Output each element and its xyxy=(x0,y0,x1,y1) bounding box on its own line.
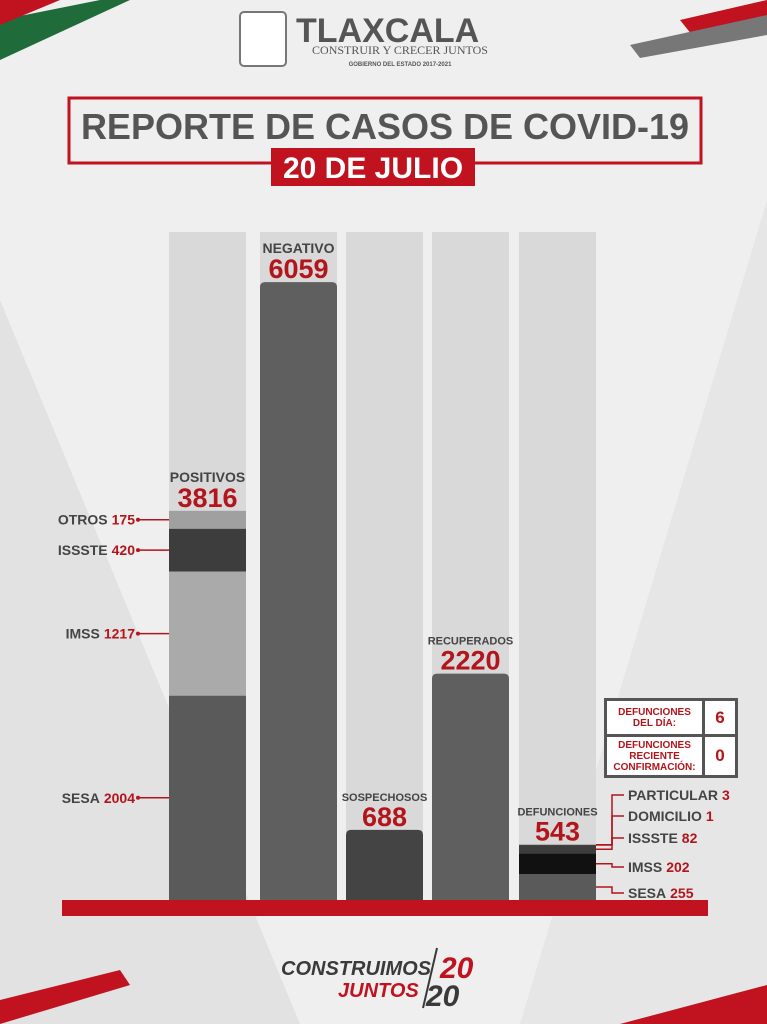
leader-line xyxy=(596,862,624,868)
bar-segment xyxy=(169,528,246,572)
segment-value: 255 xyxy=(670,885,694,901)
segment-value: 2004 xyxy=(104,790,135,806)
brand: TLAXCALA xyxy=(296,12,479,50)
segment-name: SESA xyxy=(62,790,100,806)
corner-stripe xyxy=(0,0,60,25)
title: REPORTE DE CASOS DE COVID-19 xyxy=(81,106,689,147)
footer-slash xyxy=(422,947,438,1009)
bar-name: DEFUNCIONES xyxy=(517,807,597,819)
bar-name: POSITIVOS xyxy=(170,469,245,485)
leader-line xyxy=(596,886,624,894)
baseline xyxy=(62,900,708,916)
footer-year-top: 20 xyxy=(439,952,474,985)
segment-name: SESA xyxy=(628,885,666,901)
leader-dot xyxy=(136,631,140,636)
leader-dot xyxy=(136,517,140,522)
bar-segment xyxy=(169,510,246,529)
corner-stripe xyxy=(0,970,130,1024)
summary-value: 6 xyxy=(705,701,735,734)
summary-label: DEFUNCIONES RECIENTE CONFIRMACIÓN: xyxy=(607,737,702,775)
segment-name: DOMICILIO xyxy=(628,808,702,824)
segment-value: 3 xyxy=(722,787,730,803)
bar xyxy=(346,829,423,900)
segment-label: DOMICILIO 1 xyxy=(628,808,714,824)
segment-name: IMSS xyxy=(628,859,662,875)
corner-stripe xyxy=(0,0,130,60)
bar xyxy=(432,673,509,900)
summary-label: DEFUNCIONES DEL DÍA: xyxy=(607,701,702,734)
bar-segment xyxy=(169,695,246,900)
segment-name: PARTICULAR xyxy=(628,787,718,803)
segment-name: IMSS xyxy=(66,626,100,642)
title-bg xyxy=(90,106,680,150)
bar-name: RECUPERADOS xyxy=(428,636,514,648)
segment-label: IMSS 1217 xyxy=(66,626,136,642)
segment-label: ISSSTE 420 xyxy=(58,542,135,558)
date: 20 DE JULIO xyxy=(283,152,463,185)
crest xyxy=(239,11,287,67)
column-bg xyxy=(346,232,423,900)
segment-value: 175 xyxy=(112,512,136,528)
bar-name: NEGATIVO xyxy=(262,240,334,256)
date-box xyxy=(271,148,475,186)
segment-name: ISSSTE xyxy=(58,542,108,558)
bar-segment xyxy=(519,853,596,874)
segment-label: SESA 2004 xyxy=(62,790,135,806)
bar-value: 3816 xyxy=(177,483,237,513)
corner-stripe xyxy=(620,985,767,1024)
bar-value: 543 xyxy=(535,817,580,847)
column-bg xyxy=(519,232,596,900)
bar-value: 2220 xyxy=(440,646,500,676)
slogan: CONSTRUIR Y CRECER JUNTOS xyxy=(312,43,488,57)
bar-value: 6059 xyxy=(268,254,328,284)
summary-table: DEFUNCIONES DEL DÍA: 6 DEFUNCIONES RECIE… xyxy=(604,698,738,778)
segment-label: OTROS 175 xyxy=(58,512,135,528)
segment-value: 202 xyxy=(666,859,690,875)
government: GOBIERNO DEL ESTADO 2017-2021 xyxy=(349,62,452,68)
segment-value: 82 xyxy=(682,830,698,846)
segment-value: 420 xyxy=(112,542,136,558)
footer-line1: CONSTRUIMOS xyxy=(281,958,432,980)
summary-value: 0 xyxy=(705,737,735,775)
bar-name: SOSPECHOSOS xyxy=(342,792,428,804)
segment-name: OTROS xyxy=(58,512,108,528)
bar-segment xyxy=(519,845,596,854)
segment-name: ISSSTE xyxy=(628,830,678,846)
segment-label: IMSS 202 xyxy=(628,859,690,875)
segment-label: SESA 255 xyxy=(628,885,694,901)
footer-year-bottom: 20 xyxy=(425,980,460,1013)
leader-dot xyxy=(136,795,140,800)
segment-value: 1217 xyxy=(104,626,135,642)
segment-label: PARTICULAR 3 xyxy=(628,787,730,803)
bar xyxy=(260,282,337,901)
segment-label: ISSSTE 82 xyxy=(628,830,698,846)
corner-stripe xyxy=(630,15,767,58)
bar-value: 688 xyxy=(362,802,407,832)
segment-value: 1 xyxy=(706,808,714,824)
bar-segment xyxy=(519,873,596,900)
bar-segment xyxy=(169,571,246,696)
leader-dot xyxy=(136,548,140,553)
footer-line2: JUNTOS xyxy=(338,980,419,1002)
leader-line xyxy=(596,794,624,846)
